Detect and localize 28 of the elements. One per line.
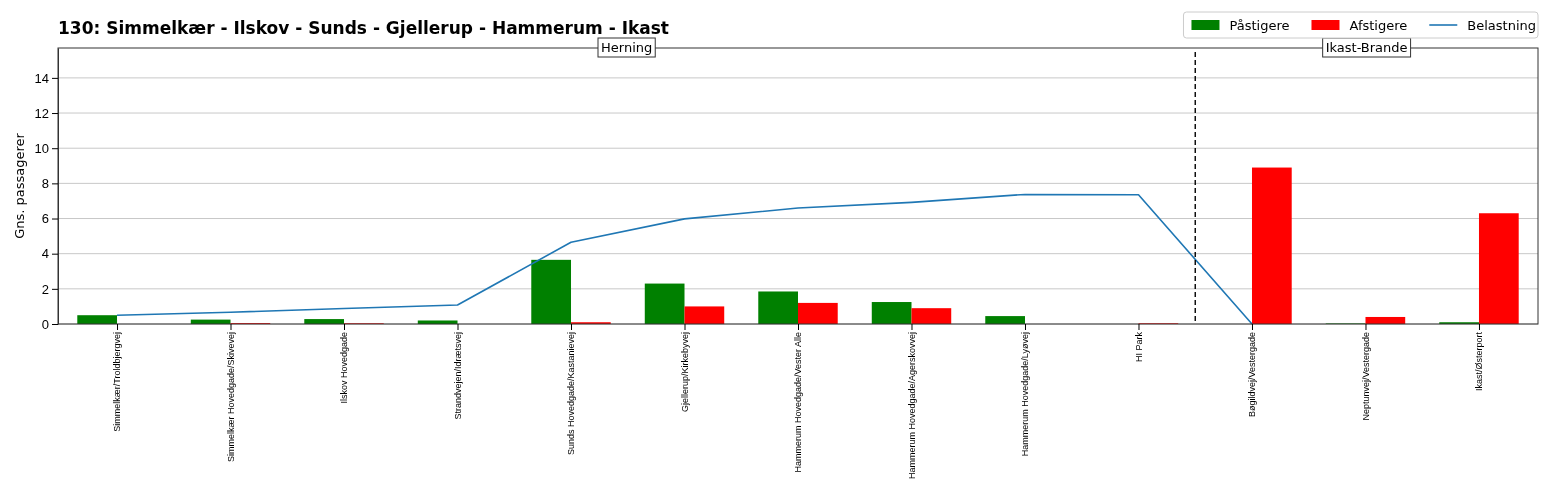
x-tick-label: Hammerum Hovedgade/Agerskovvej — [906, 332, 917, 480]
y-tick-label: 6 — [41, 211, 49, 227]
x-tick-label: Ikast/Østerport — [1474, 331, 1485, 392]
x-tick-label: Bøgildvej/Vestergade — [1247, 332, 1258, 418]
annotation: Herning — [601, 40, 653, 55]
legend-label: Afstigere — [1349, 17, 1408, 33]
x-tick-label: Strandvejen/Idrætsvej — [452, 332, 463, 420]
y-tick-label: 4 — [41, 246, 49, 262]
y-tick-label: 14 — [34, 70, 49, 86]
y-tick-label: 0 — [41, 316, 49, 332]
y-tick-label: 10 — [34, 140, 49, 156]
y-tick-label: 2 — [41, 281, 49, 297]
x-tick-label: HI Park — [1133, 331, 1144, 363]
x-tick-label: Hammerum Hovedgade/Lyøvej — [1020, 332, 1031, 457]
x-tick-label: Hammerum Hovedgade/Vester Alle — [793, 332, 804, 473]
chart-title: 130: Simmelkær - Ilskov - Sunds - Gjellerup - Hammerum - Ikast — [58, 18, 669, 38]
legend-label: Belastning — [1467, 17, 1536, 33]
y-tick-label: 12 — [34, 105, 49, 121]
legend-label: Påstigere — [1229, 17, 1290, 33]
y-axis-title: Gns. passagerer — [12, 132, 27, 239]
y-tick-label: 8 — [41, 176, 49, 192]
x-tick-label: Gjellerup/Kirkebyvej — [679, 332, 690, 413]
x-tick-label: Simmelkær Hovedgade/Skivevej — [225, 332, 236, 463]
x-tick-label: Ilskov Hovedgade — [339, 332, 350, 404]
x-tick-label: Sunds Hovedgade/Kastanievej — [566, 332, 577, 456]
x-tick-label: Simmelkær/Troldbjergvej — [112, 332, 123, 432]
annotation: Ikast-Brande — [1325, 40, 1408, 55]
x-tick-label: Neptunvej/Vestergade — [1360, 332, 1371, 421]
